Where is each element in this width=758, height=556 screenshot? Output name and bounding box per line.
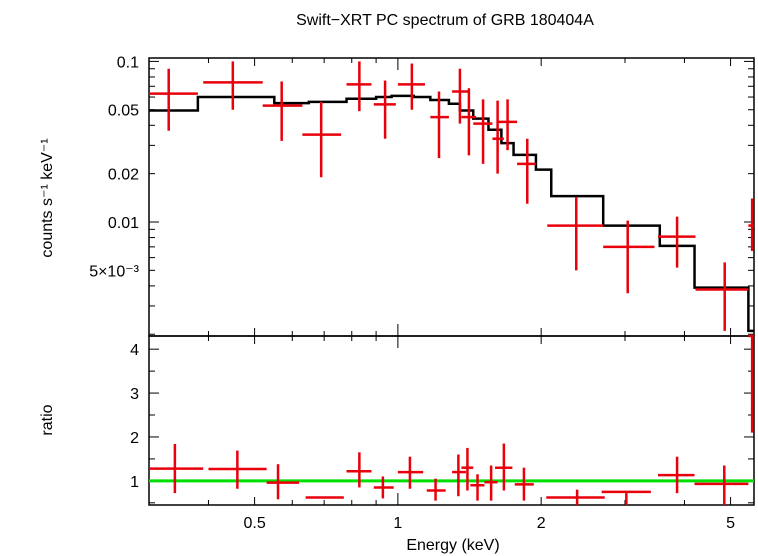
spectrum-data-point: [373, 80, 396, 139]
spectrum-data-point: [473, 99, 493, 164]
ratio-data-point: [149, 443, 204, 494]
model-step-line: [149, 94, 754, 333]
x-tick-label: 0.5: [243, 515, 265, 532]
y-axis-label-ratio: ratio: [39, 404, 56, 435]
spectrum-data-point: [497, 99, 518, 151]
spectrum-data-point: [452, 68, 469, 124]
ratio-data-point: [748, 334, 754, 433]
y-tick-label: 2: [130, 430, 139, 447]
spectrum-data-point: [346, 61, 372, 112]
spectrum-data-point: [302, 101, 342, 178]
ratio-data-point: [373, 476, 394, 499]
ratio-data-point: [470, 474, 485, 501]
spectrum-data-point: [517, 138, 536, 204]
x-tick-label: 2: [537, 515, 546, 532]
y-tick-label: 1: [130, 474, 139, 491]
chart-title: Swift−XRT PC spectrum of GRB 180404A: [296, 12, 594, 29]
spectrum-data-point: [461, 88, 477, 156]
ratio-data-point: [484, 465, 498, 501]
spectrum-data-point: [492, 100, 504, 174]
ratio-data-point: [208, 450, 267, 489]
spectrum-data-point: [695, 262, 749, 331]
ratio-data-point: [658, 456, 695, 494]
x-tick-label: 1: [393, 515, 402, 532]
ratio-data-point: [266, 464, 300, 500]
spectrum-data-point: [603, 220, 655, 294]
spectrum-data-point: [658, 216, 696, 268]
x-axis-label: Energy (keV): [406, 537, 499, 554]
spectrum-data-point: [149, 68, 198, 131]
ratio-data-point: [461, 447, 474, 491]
ratio-data-point: [426, 478, 446, 501]
ratio-data-point: [694, 465, 749, 505]
spectrum-data-point: [748, 198, 754, 251]
ratio-data-point: [397, 456, 424, 489]
spectrum-data-point: [203, 61, 263, 110]
ratio-data-point: [346, 452, 372, 488]
spectrum-data-point: [262, 81, 303, 141]
x-tick-label: 5: [726, 515, 735, 532]
ratio-panel: 0.5 1 2 5 1 2 3 4: [130, 334, 755, 532]
spectrum-frame: [148, 57, 755, 337]
ratio-frame: [148, 335, 755, 506]
spectrum-data-point: [547, 197, 604, 271]
ratio-data-point: [495, 443, 513, 491]
ratio-data-point: [452, 454, 466, 497]
y-tick-label: 0.02: [108, 167, 139, 184]
ratio-data-point: [546, 489, 605, 505]
spectrum-data-point: [430, 91, 449, 159]
ratio-data-point: [514, 467, 534, 501]
y-tick-label: 0.01: [108, 215, 139, 232]
spectrum-panel: 0.1 0.05 0.02 0.01 5×10⁻³: [89, 54, 755, 337]
y-tick-label: 5×10⁻³: [89, 263, 139, 280]
y-tick-label: 0.05: [108, 103, 139, 120]
y-tick-label: 0.1: [117, 54, 139, 71]
y-tick-label: 3: [130, 386, 139, 403]
y-axis-label-spectrum: counts s⁻¹ keV⁻¹: [39, 138, 56, 257]
ratio-data-point: [601, 490, 651, 505]
y-tick-label: 4: [130, 342, 139, 359]
spectrum-data-point: [397, 63, 425, 110]
